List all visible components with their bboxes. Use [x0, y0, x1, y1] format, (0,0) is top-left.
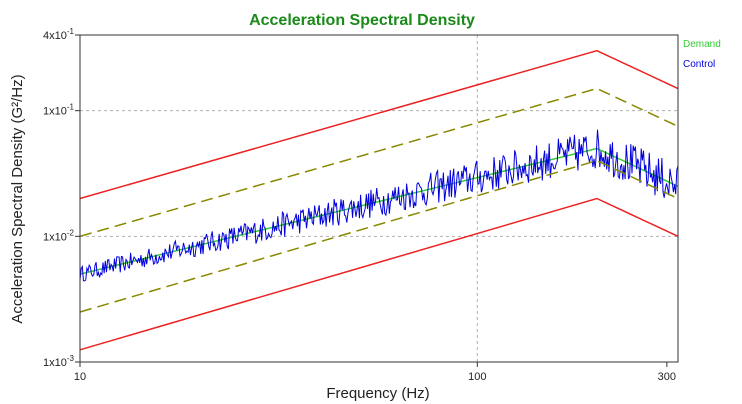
plot-frame — [79, 34, 679, 363]
y-axis-label: Acceleration Spectral Density (G²/Hz) — [9, 74, 26, 323]
x-tick-label: 10 — [74, 371, 86, 383]
plot-series — [79, 49, 679, 351]
y-tick-label: 1x10-3 — [43, 354, 75, 369]
chart-title: Acceleration Spectral Density — [249, 12, 475, 29]
series-line-limit-2 — [79, 49, 679, 200]
y-tick-label: 1x10-2 — [43, 228, 75, 243]
series-line-control — [79, 129, 679, 282]
y-tick-label: 4x10-1 — [43, 27, 75, 42]
x-tick-label: 300 — [658, 371, 676, 383]
axis-ticks: 10 100 300 1x10-3 1x10-2 1x10-1 4x10-1 — [43, 27, 676, 383]
x-axis-label: Frequency (Hz) — [326, 385, 429, 402]
legend: Demand Control — [683, 39, 721, 70]
series-line-limit-3 — [79, 87, 679, 238]
y-tick-label: 1x10-1 — [43, 103, 75, 118]
grid — [80, 35, 678, 362]
legend-item-control: Control — [683, 59, 715, 70]
series-line-limit-5 — [79, 197, 679, 351]
x-tick-label: 100 — [468, 371, 486, 383]
legend-item-demand: Demand — [683, 39, 721, 50]
series-line-limit-4 — [79, 159, 679, 313]
